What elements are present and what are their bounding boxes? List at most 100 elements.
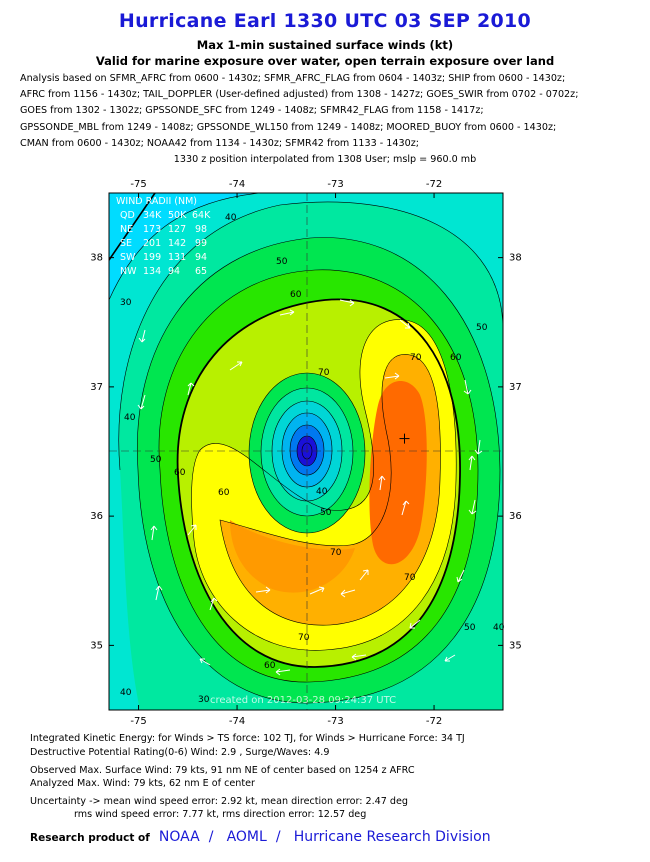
observed-max-line: Observed Max. Surface Wind: 79 kts, 91 n… <box>30 765 415 776</box>
wind-arrow <box>199 658 211 666</box>
wind-arrow <box>399 319 411 329</box>
wind-arrow <box>275 668 291 676</box>
contour-label: 60 <box>290 290 302 300</box>
wind-arrow <box>444 654 456 662</box>
contour-label: 40 <box>493 623 505 633</box>
contour-label: 30 <box>120 298 132 308</box>
wind-vectors <box>137 299 483 676</box>
radii-34k: 134 <box>143 266 161 277</box>
contour-label: 60 <box>174 468 186 478</box>
lat-label-right: 38 <box>509 253 522 264</box>
radii-quadrant: NW <box>120 266 137 277</box>
lon-label-top: -73 <box>327 179 343 190</box>
branding-separator: / <box>208 829 214 845</box>
contour-label: 40 <box>316 487 328 497</box>
ike-line: Integrated Kinetic Energy: for Winds > T… <box>30 733 465 744</box>
wind-arrow <box>150 525 158 541</box>
lon-label-top: -75 <box>130 179 146 190</box>
aoml-link[interactable]: AOML <box>226 829 267 845</box>
lon-label-bottom: -75 <box>130 716 146 725</box>
wind-arrow <box>474 439 483 455</box>
lon-label-top: -72 <box>426 179 442 190</box>
contour-label: 30 <box>198 695 210 705</box>
lat-label-left: 38 <box>90 253 103 264</box>
wind-arrow <box>401 500 410 516</box>
wind-arrow <box>468 455 476 471</box>
wind-arrow <box>456 569 465 583</box>
contour-label: 50 <box>464 623 476 633</box>
contour-label: 50 <box>276 257 288 267</box>
contour-label: 40 <box>124 413 136 423</box>
radii-34k: 173 <box>143 224 161 235</box>
radii-header-qd: QD <box>120 210 135 221</box>
noaa-link[interactable]: NOAA <box>158 829 200 845</box>
wind-arrow <box>187 524 197 536</box>
wind-arrow <box>468 499 477 515</box>
wind-arrow <box>339 299 355 307</box>
uncertainty-line: Uncertainty -> mean wind speed error: 2.… <box>30 796 409 807</box>
contour-label: 50 <box>150 455 162 465</box>
contour-label: 60 <box>218 488 230 498</box>
contour-label: 70 <box>410 353 422 363</box>
plot-frame <box>108 192 504 711</box>
radii-50k: 94 <box>168 266 180 277</box>
contour-labels: 40 50 60 70 40 50 60 70 60 50 40 60 70 7… <box>120 213 505 705</box>
lon-label-bottom: -74 <box>229 716 245 725</box>
contour-label: 40 <box>120 688 132 698</box>
analysis-line: GOES from 1302 - 1302z; GPSSONDE_SFC fro… <box>20 105 484 117</box>
uncertainty-rms-line: rms wind speed error: 7.77 kt, rms direc… <box>74 809 367 820</box>
radii-50k: 142 <box>168 238 186 249</box>
analysis-line: AFRC from 1156 - 1430z; TAIL_DOPPLER (Us… <box>20 89 579 101</box>
radii-header-50k: 50K <box>168 210 187 221</box>
analysis-line: Analysis based on SFMR_AFRC from 0600 - … <box>20 73 566 84</box>
radii-34k: 199 <box>143 252 161 263</box>
lat-label-right: 36 <box>509 511 522 522</box>
hrd-link[interactable]: Hurricane Research Division <box>293 829 491 845</box>
lon-label-bottom: -72 <box>426 716 442 725</box>
analysis-line: CMAN from 0600 - 1430z; NOAA42 from 1134… <box>20 137 419 149</box>
lat-label-right: 37 <box>509 382 522 393</box>
wind-arrow <box>351 653 367 661</box>
wind-arrow <box>187 382 195 396</box>
radii-header-34k: 34K <box>143 210 162 221</box>
analyzed-max-line: Analyzed Max. Wind: 79 kts, 62 nm E of c… <box>30 778 255 789</box>
lat-label-left: 37 <box>90 382 103 393</box>
subtitle-validity: Valid for marine exposure over water, op… <box>95 54 555 68</box>
radii-50k: 131 <box>168 252 186 263</box>
radii-header-64k: 64K <box>192 210 211 221</box>
contour-label: 60 <box>450 353 462 363</box>
wind-arrow <box>209 597 218 611</box>
subtitle-winds: Max 1-min sustained surface winds (kt) <box>196 38 454 52</box>
lon-label-top: -74 <box>229 179 245 190</box>
branding-separator: / <box>275 829 281 845</box>
page-title: Hurricane Earl 1330 UTC 03 SEP 2010 <box>118 10 532 32</box>
wind-arrow <box>138 329 146 343</box>
contour-label: 60 <box>264 661 276 671</box>
wind-arrow <box>309 586 325 595</box>
contour-label: 70 <box>298 633 310 643</box>
lat-label-right: 35 <box>509 640 522 651</box>
max-wind-marker <box>399 433 410 444</box>
radii-34k: 201 <box>143 238 161 249</box>
contour-label: 40 <box>225 213 237 223</box>
contour-label: 50 <box>320 508 332 518</box>
lon-label-bottom: -73 <box>327 716 343 725</box>
wind-radii-title: WIND RADII (NM) <box>116 196 197 207</box>
contour-label: 70 <box>318 368 330 378</box>
wind-arrow <box>359 569 369 581</box>
contour-label: 70 <box>404 573 416 583</box>
radii-64k: 94 <box>195 252 207 263</box>
wind-arrow <box>155 585 163 601</box>
branding-prefix: Research product of <box>30 832 150 844</box>
position-line: 1330 z position interpolated from 1308 U… <box>173 154 477 165</box>
wind-arrow <box>409 619 421 629</box>
wind-arrow <box>463 379 472 395</box>
wind-arrow <box>137 394 146 410</box>
radii-quadrant: SW <box>120 252 136 263</box>
map-axes: -75 -75 -74 -74 -73 -73 -72 -72 38 38 37 37 36 36 35 35 <box>90 179 521 725</box>
branding: Research product of NOAA / AOML / Hurric… <box>30 826 491 845</box>
radii-quadrant: SE <box>120 238 132 249</box>
creation-watermark: created on 2012-03-28 09:24:37 UTC <box>210 695 396 706</box>
analysis-line: GPSSONDE_MBL from 1249 - 1408z; GPSSONDE… <box>20 121 557 133</box>
lat-label-left: 35 <box>90 640 103 651</box>
